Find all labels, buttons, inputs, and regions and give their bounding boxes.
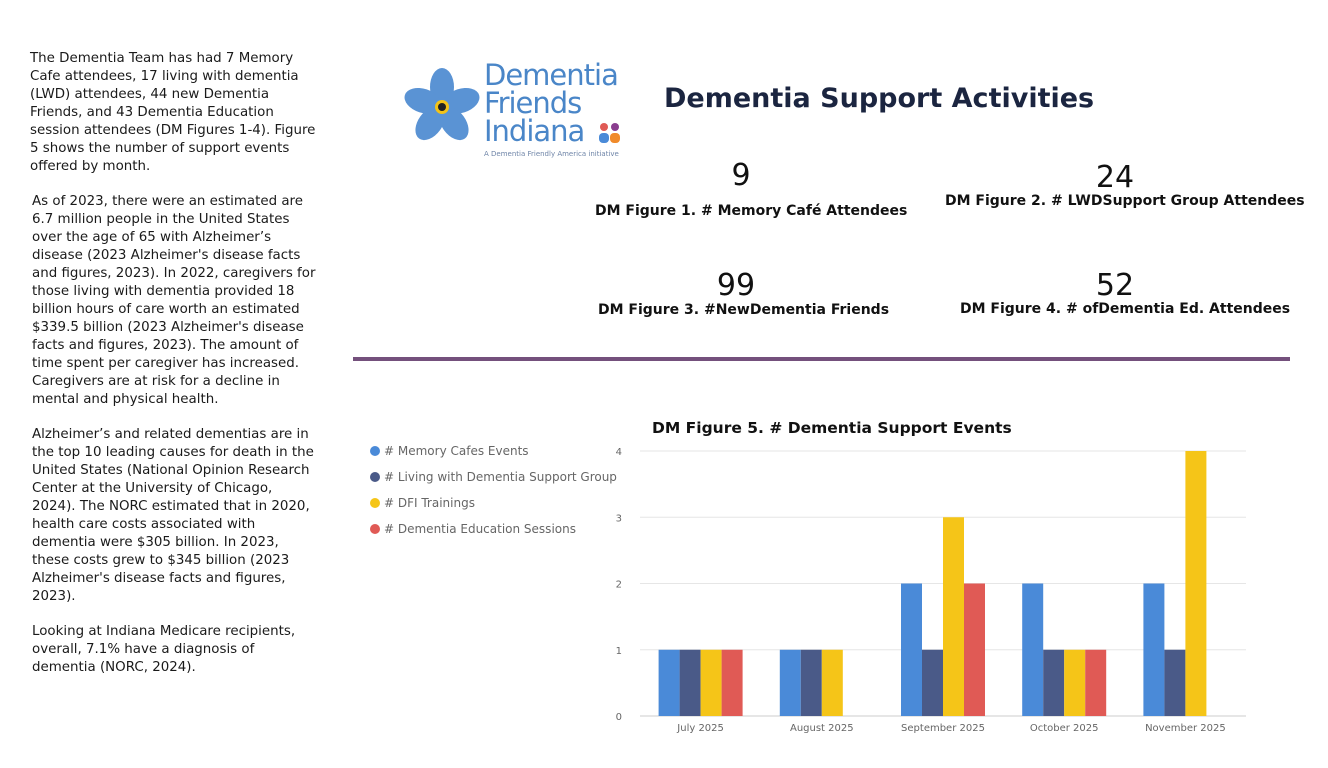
flower-logo-icon bbox=[404, 68, 480, 141]
indiana-medicare-paragraph: Looking at Indiana Medicare recipients, … bbox=[32, 624, 296, 675]
people-icon bbox=[598, 123, 620, 143]
legend-swatch bbox=[370, 472, 380, 482]
left-text-column: The Dementia Team has had 7 Memory Cafe … bbox=[30, 50, 320, 694]
metric-2-value: 24 bbox=[1095, 160, 1135, 195]
legend-swatch bbox=[370, 524, 380, 534]
metric-3-value: 99 bbox=[716, 268, 756, 303]
bar bbox=[922, 649, 943, 716]
bar bbox=[943, 517, 964, 716]
bar bbox=[901, 583, 922, 716]
bar bbox=[800, 649, 822, 716]
legend-label: # Living with Dementia Support Group bbox=[384, 470, 617, 484]
logo-line-3: Indiana bbox=[484, 114, 585, 148]
x-tick-label: October 2025 bbox=[1030, 723, 1099, 734]
bar bbox=[964, 583, 985, 716]
flower-petal bbox=[438, 106, 469, 141]
metric-4-value: 52 bbox=[1095, 268, 1135, 303]
x-tick-label: November 2025 bbox=[1145, 723, 1226, 734]
alzheimers-stats-paragraph: As of 2023, there were an estimated are … bbox=[32, 194, 316, 407]
metric-1-value: 9 bbox=[731, 158, 751, 193]
flower-petal bbox=[415, 106, 446, 141]
intro-paragraph: The Dementia Team has had 7 Memory Cafe … bbox=[30, 51, 316, 174]
dementia-friends-indiana-logo: Dementia Friends Indiana A Dementia Frie… bbox=[398, 55, 638, 165]
bar bbox=[679, 649, 701, 716]
legend-swatch bbox=[370, 446, 380, 456]
metric-2-caption: DM Figure 2. # LWDSupport Group Attendee… bbox=[945, 193, 1305, 209]
bar bbox=[1085, 649, 1107, 716]
y-tick-label: 1 bbox=[616, 646, 622, 657]
logo-tagline: A Dementia Friendly America initiative bbox=[484, 150, 619, 158]
legend-label: # Memory Cafes Events bbox=[384, 444, 529, 458]
y-tick-label: 2 bbox=[616, 580, 622, 591]
y-tick-label: 3 bbox=[616, 513, 622, 524]
y-tick-label: 4 bbox=[616, 447, 622, 458]
flower-petal bbox=[404, 87, 442, 114]
y-tick-label: 0 bbox=[616, 712, 622, 723]
causes-of-death-paragraph: Alzheimer’s and related dementias are in… bbox=[32, 427, 314, 604]
chart-title: DM Figure 5. # Dementia Support Events bbox=[652, 419, 1012, 437]
metric-4-caption: DM Figure 4. # ofDementia Ed. Attendees bbox=[960, 301, 1291, 317]
legend-item-dfi-trainings: # DFI Trainings bbox=[370, 490, 617, 516]
legend-item-memory-cafes: # Memory Cafes Events bbox=[370, 438, 617, 464]
bar bbox=[1022, 583, 1044, 716]
legend-item-education-sessions: # Dementia Education Sessions bbox=[370, 516, 617, 542]
bar bbox=[658, 649, 680, 716]
bar bbox=[721, 649, 743, 716]
logo-line-1: Dementia bbox=[484, 58, 619, 92]
section-divider bbox=[353, 357, 1290, 361]
bar bbox=[1185, 451, 1207, 716]
metric-3-caption: DM Figure 3. #NewDementia Friends bbox=[598, 302, 890, 318]
page-title: Dementia Support Activities bbox=[664, 83, 1095, 114]
legend-swatch bbox=[370, 498, 380, 508]
x-tick-label: August 2025 bbox=[790, 723, 854, 734]
x-tick-label: July 2025 bbox=[676, 723, 724, 734]
logo-line-2: Friends bbox=[484, 86, 582, 120]
legend-label: # DFI Trainings bbox=[384, 496, 475, 510]
bar bbox=[1064, 649, 1086, 716]
metric-1-caption: DM Figure 1. # Memory Café Attendees bbox=[595, 203, 908, 219]
legend-item-lwd-support: # Living with Dementia Support Group bbox=[370, 464, 617, 490]
legend-label: # Dementia Education Sessions bbox=[384, 522, 576, 536]
chart-legend: # Memory Cafes Events # Living with Deme… bbox=[370, 438, 617, 542]
bar bbox=[821, 649, 843, 716]
bar bbox=[1043, 649, 1065, 716]
logo-wordmark: Dementia Friends Indiana bbox=[484, 58, 623, 148]
bar bbox=[1143, 583, 1165, 716]
bar bbox=[700, 649, 722, 716]
bar bbox=[779, 649, 801, 716]
bar bbox=[1164, 649, 1186, 716]
support-events-bar-chart: 0 1 2 3 4 July 2025 August 2025 September 2025 O… bbox=[616, 447, 1246, 734]
x-tick-label: September 2025 bbox=[901, 723, 985, 734]
